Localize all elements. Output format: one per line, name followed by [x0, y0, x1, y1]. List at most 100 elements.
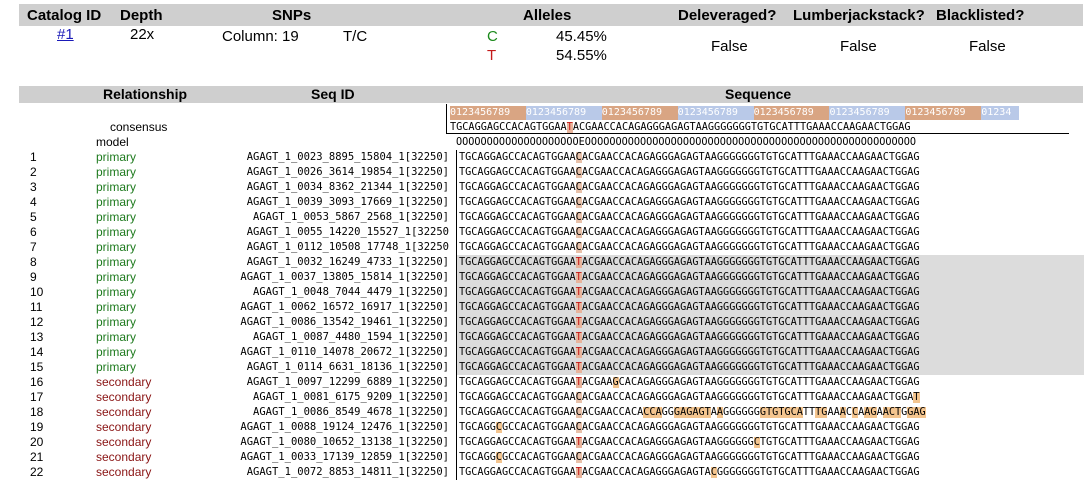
relationship-label: primary	[96, 150, 137, 164]
ruler-guide-horizontal	[446, 133, 1069, 134]
seq-id: AGAGT_1_0087_4480_1594_1[32250]	[253, 331, 449, 343]
read-sequence: TGCAGGAGCCACAGTGGAATACGAACCACAGAGGGAGAGT…	[459, 257, 920, 268]
model-label: model	[96, 135, 129, 149]
header-lumberjackstack: Lumberjackstack?	[793, 7, 925, 24]
row-number: 10	[30, 285, 44, 299]
model-row: model OOOOOOOOOOOOOOOOOOOOEOOOOOOOOOOOOO…	[0, 135, 1084, 150]
consensus-sequence: TGCAGGAGCCACAGTGGAATACGAACCACAGAGGGAGAGT…	[450, 122, 911, 133]
relationship-label: primary	[96, 360, 137, 374]
read-sequence: TGCAGGAGCCACAGTGGAACACGAACCACAGAGGGAGAGT…	[459, 167, 920, 178]
read-sequence: TGCAGGAGCCACAGTGGAACACGAACCACAGAGGGAGAGT…	[459, 392, 920, 403]
read-sequence: TGCAGGAGCCACAGTGGAACACGAACCACACCAGGGAGAG…	[459, 407, 926, 418]
read-sequence: TGCAGGAGCCACAGTGGAATACGAACCACAGAGGGAGAGT…	[459, 467, 920, 478]
sequence-row: 9 primary AGAGT_1_0037_13805_15814_1[32250…	[0, 270, 1084, 285]
row-number: 16	[30, 375, 44, 389]
snp-alleles: T/C	[343, 28, 368, 45]
deleveraged-value: False	[711, 38, 748, 55]
ruler-block: 0123456789	[677, 106, 754, 120]
sequence-row: 3 primary AGAGT_1_0034_8362_21344_1[32250]…	[0, 180, 1084, 195]
relationship-label: primary	[96, 330, 137, 344]
consensus-label: consensus	[110, 120, 168, 134]
relationship-label: secondary	[96, 375, 152, 389]
relationship-label: primary	[96, 180, 137, 194]
sequence-row: 19 secondary AGAGT_1_0088_19124_12476_1[32…	[0, 420, 1084, 435]
relationship-label: primary	[96, 270, 137, 284]
relationship-label: primary	[96, 165, 137, 179]
sequence-row: 1 primary AGAGT_1_0023_8895_15804_1[32250]…	[0, 150, 1084, 165]
read-sequence: TGCAGGAGCCACAGTGGAATACGAACCACAGAGGGAGAGT…	[459, 317, 920, 328]
read-sequence: TGCAGGAGCCACAGTGGAACACGAACCACAGAGGGAGAGT…	[459, 197, 920, 208]
ruler-block: 0123456789	[525, 106, 602, 120]
ruler-block: 0123456789	[905, 106, 982, 120]
relationship-label: secondary	[96, 405, 152, 419]
sequence-row: 18 secondary AGAGT_1_0086_8549_4678_1[3225…	[0, 405, 1084, 420]
relationship-label: primary	[96, 210, 137, 224]
row-number: 15	[30, 360, 44, 374]
lumberjackstack-value: False	[840, 38, 877, 55]
row-number: 13	[30, 330, 44, 344]
read-sequence: TGCAGGAGCCACAGTGGAATACGAACCACAGAGGGAGAGT…	[459, 347, 920, 358]
row-number: 20	[30, 435, 44, 449]
relationship-label: primary	[96, 255, 137, 269]
header-relationship: Relationship	[103, 86, 188, 102]
seq-id: AGAGT_1_0048_7044_4479_1[32250]	[253, 286, 449, 298]
seq-id: AGAGT_1_0072_8853_14811_1[32250]	[246, 466, 449, 478]
ruler-guide-vertical	[446, 104, 447, 134]
row-number: 11	[30, 300, 43, 314]
read-sequence: TGCAGGAGCCACAGTGGAATACGAACCACAGAGGGAGAGT…	[459, 437, 920, 448]
row-number: 4	[30, 195, 37, 209]
seq-id: AGAGT_1_0114_6631_18136_1[32250]	[246, 361, 449, 373]
read-sequence: TGCAGGAGCCACAGTGGAACACGAACCACAGAGGGAGAGT…	[459, 227, 920, 238]
relationship-label: primary	[96, 315, 137, 329]
catalog-table-header: Catalog ID Depth SNPs Alleles Deleverage…	[19, 4, 1083, 26]
seq-id: AGAGT_1_0026_3614_19854_1[32250]	[246, 166, 449, 178]
row-number: 12	[30, 315, 44, 329]
relationship-label: primary	[96, 225, 137, 239]
seq-id: AGAGT_1_0053_5867_2568_1[32250]	[253, 211, 449, 223]
seq-id: AGAGT_1_0055_14220_15527_1[32250	[246, 226, 449, 238]
relationship-label: secondary	[96, 465, 152, 479]
sequence-row: 6 primary AGAGT_1_0055_14220_15527_1[32250…	[0, 225, 1084, 240]
model-sequence: OOOOOOOOOOOOOOOOOOOOEOOOOOOOOOOOOOOOOOOO…	[456, 137, 917, 148]
sequence-row: 12 primary AGAGT_1_0086_13542_19461_1[3225…	[0, 315, 1084, 330]
header-sequence: Sequence	[725, 86, 792, 102]
ruler-block: 0123456789	[829, 106, 906, 120]
seq-id: AGAGT_1_0062_16572_16917_1[32250]	[240, 301, 449, 313]
sequence-row: 7 primary AGAGT_1_0112_10508_17748_1[32250…	[0, 240, 1084, 255]
row-number: 18	[30, 405, 44, 419]
catalog-id-link[interactable]: #1	[57, 26, 74, 43]
seq-id: AGAGT_1_0034_8362_21344_1[32250]	[246, 181, 449, 193]
seq-id: AGAGT_1_0080_10652_13138_1[32250]	[240, 436, 449, 448]
read-sequence: TGCAGGAGCCACAGTGGAATACGAACCACAGAGGGAGAGT…	[459, 332, 920, 343]
seq-id: AGAGT_1_0033_17139_12859_1[32250]	[240, 451, 449, 463]
sequence-row: 14 primary AGAGT_1_0110_14078_20672_1[3225…	[0, 345, 1084, 360]
read-sequence: TGCAGGAGCCACAGTGGAACACGAACCACAGAGGGAGAGT…	[459, 182, 920, 193]
relationship-label: primary	[96, 345, 137, 359]
blacklisted-value: False	[969, 38, 1006, 55]
sequence-row: 16 secondary AGAGT_1_0097_12299_6889_1[322…	[0, 375, 1084, 390]
row-number: 9	[30, 270, 37, 284]
allele-2-percent: 54.55%	[556, 47, 607, 64]
header-alleles: Alleles	[523, 7, 572, 24]
sequence-row: 15 primary AGAGT_1_0114_6631_18136_1[32250…	[0, 360, 1084, 375]
row-number: 7	[30, 240, 37, 254]
read-sequence: TGCAGGAGCCACAGTGGAATACGAAGCACAGAGGGAGAGT…	[459, 377, 920, 388]
row-number: 21	[30, 450, 44, 464]
seq-id: AGAGT_1_0039_3093_17669_1[32250]	[246, 196, 449, 208]
row-number: 8	[30, 255, 37, 269]
read-sequence: TGCAGGAGCCACAGTGGAACACGAACCACAGAGGGAGAGT…	[459, 152, 920, 163]
read-sequence: TGCAGGAGCCACAGTGGAACACGAACCACAGAGGGAGAGT…	[459, 242, 920, 253]
sequence-row: 22 secondary AGAGT_1_0072_8853_14811_1[322…	[0, 465, 1084, 480]
allele-1: C	[487, 28, 498, 45]
row-number: 1	[30, 150, 37, 164]
ruler-block: 0123456789	[601, 106, 678, 120]
row-number: 14	[30, 345, 44, 359]
read-sequence: TGCAGGAGCCACAGTGGAATACGAACCACAGAGGGAGAGT…	[459, 362, 920, 373]
row-number: 3	[30, 180, 37, 194]
seq-id: AGAGT_1_0086_8549_4678_1[32250]	[253, 406, 449, 418]
column-ruler: 0123456789 0123456789 0123456789 0123456789…	[450, 106, 1057, 120]
sequence-row: 4 primary AGAGT_1_0039_3093_17669_1[32250]…	[0, 195, 1084, 210]
seq-id: AGAGT_1_0110_14078_20672_1[32250]	[240, 346, 449, 358]
read-sequence: TGCAGGAGCCACAGTGGAACACGAACCACAGAGGGAGAGT…	[459, 212, 920, 223]
relationship-label: primary	[96, 300, 137, 314]
